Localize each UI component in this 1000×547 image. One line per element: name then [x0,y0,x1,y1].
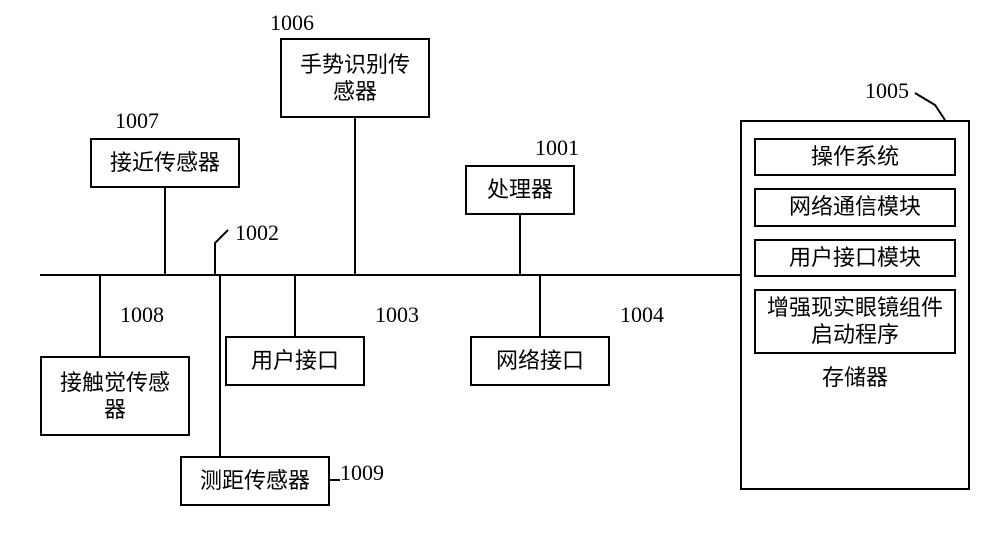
id-label-1004: 1004 [620,302,664,328]
tactile-sensor-label: 接触觉传感 器 [60,369,170,424]
network-interface-label: 网络接口 [496,347,584,375]
id-label-1007: 1007 [115,108,159,134]
processor-label: 处理器 [487,176,553,204]
id-label-1003: 1003 [375,302,419,328]
processor-block: 处理器 [465,165,575,215]
ranging-sensor-label: 测距传感器 [200,467,310,495]
ranging-sensor-block: 测距传感器 [180,456,330,506]
id-label-1005: 1005 [865,78,909,104]
id-label-1008: 1008 [120,302,164,328]
proximity-sensor-label: 接近传感器 [110,149,220,177]
user-interface-block: 用户接口 [225,336,365,386]
memory-item: 增强现实眼镜组件 启动程序 [754,289,956,354]
id-label-1002: 1002 [235,220,279,246]
proximity-sensor-block: 接近传感器 [90,138,240,188]
memory-item: 网络通信模块 [754,188,956,226]
memory-title: 存储器 [754,364,956,392]
tactile-sensor-block: 接触觉传感 器 [40,356,190,436]
memory-item: 操作系统 [754,138,956,176]
gesture-sensor-block: 手势识别传 感器 [280,38,430,118]
id-label-1009: 1009 [340,460,384,486]
network-interface-block: 网络接口 [470,336,610,386]
id-label-1006: 1006 [270,10,314,36]
id-label-1001: 1001 [535,135,579,161]
memory-item: 用户接口模块 [754,239,956,277]
memory-items: 操作系统网络通信模块用户接口模块增强现实眼镜组件 启动程序 [754,132,956,360]
diagram-stage: 手势识别传 感器 接近传感器 处理器 用户接口 网络接口 接触觉传感 器 测距传… [0,0,1000,547]
gesture-sensor-label: 手势识别传 感器 [300,51,410,106]
memory-block: 操作系统网络通信模块用户接口模块增强现实眼镜组件 启动程序 存储器 [740,120,970,490]
user-interface-label: 用户接口 [251,347,339,375]
